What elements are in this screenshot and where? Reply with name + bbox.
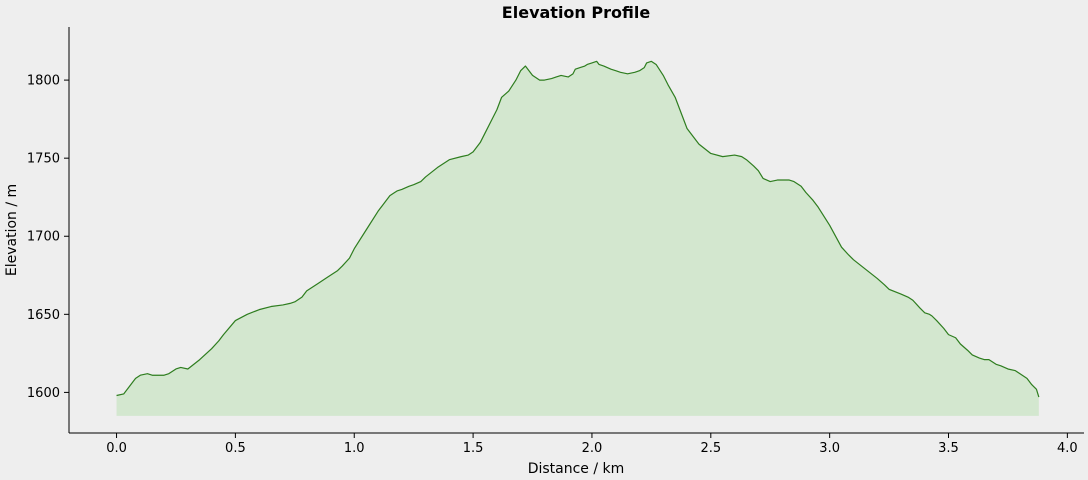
y-tick-label: 1750 (27, 152, 60, 167)
y-tick-label: 1650 (27, 308, 60, 323)
y-tick-label: 1600 (27, 386, 60, 401)
y-axis-title: Elevation / m (4, 184, 20, 276)
elevation-line (116, 60, 1040, 398)
x-axis-ticks: 0.0 0.5 1.0 1.5 2.0 2.5 3.0 3.5 4.0 (106, 433, 1078, 456)
x-tick-label: 1.0 (344, 441, 365, 456)
x-tick-label: 0.0 (106, 441, 127, 456)
x-tick-label: 0.5 (225, 441, 246, 456)
x-tick-label: 1.5 (463, 441, 484, 456)
y-tick-label: 1800 (27, 74, 60, 89)
x-tick-label: 4.0 (1057, 441, 1078, 456)
x-tick-label: 3.0 (819, 441, 840, 456)
y-tick-label: 1700 (27, 230, 60, 245)
x-tick-label: 2.0 (582, 441, 603, 456)
y-axis-ticks: 1600 1650 1700 1750 1800 (27, 74, 69, 401)
chart-title: Elevation Profile (502, 3, 651, 22)
plot-area (116, 60, 1040, 416)
x-axis-title: Distance / km (528, 461, 625, 477)
x-tick-label: 3.5 (938, 441, 959, 456)
x-tick-label: 2.5 (700, 441, 721, 456)
elevation-area-fill (116, 61, 1039, 416)
